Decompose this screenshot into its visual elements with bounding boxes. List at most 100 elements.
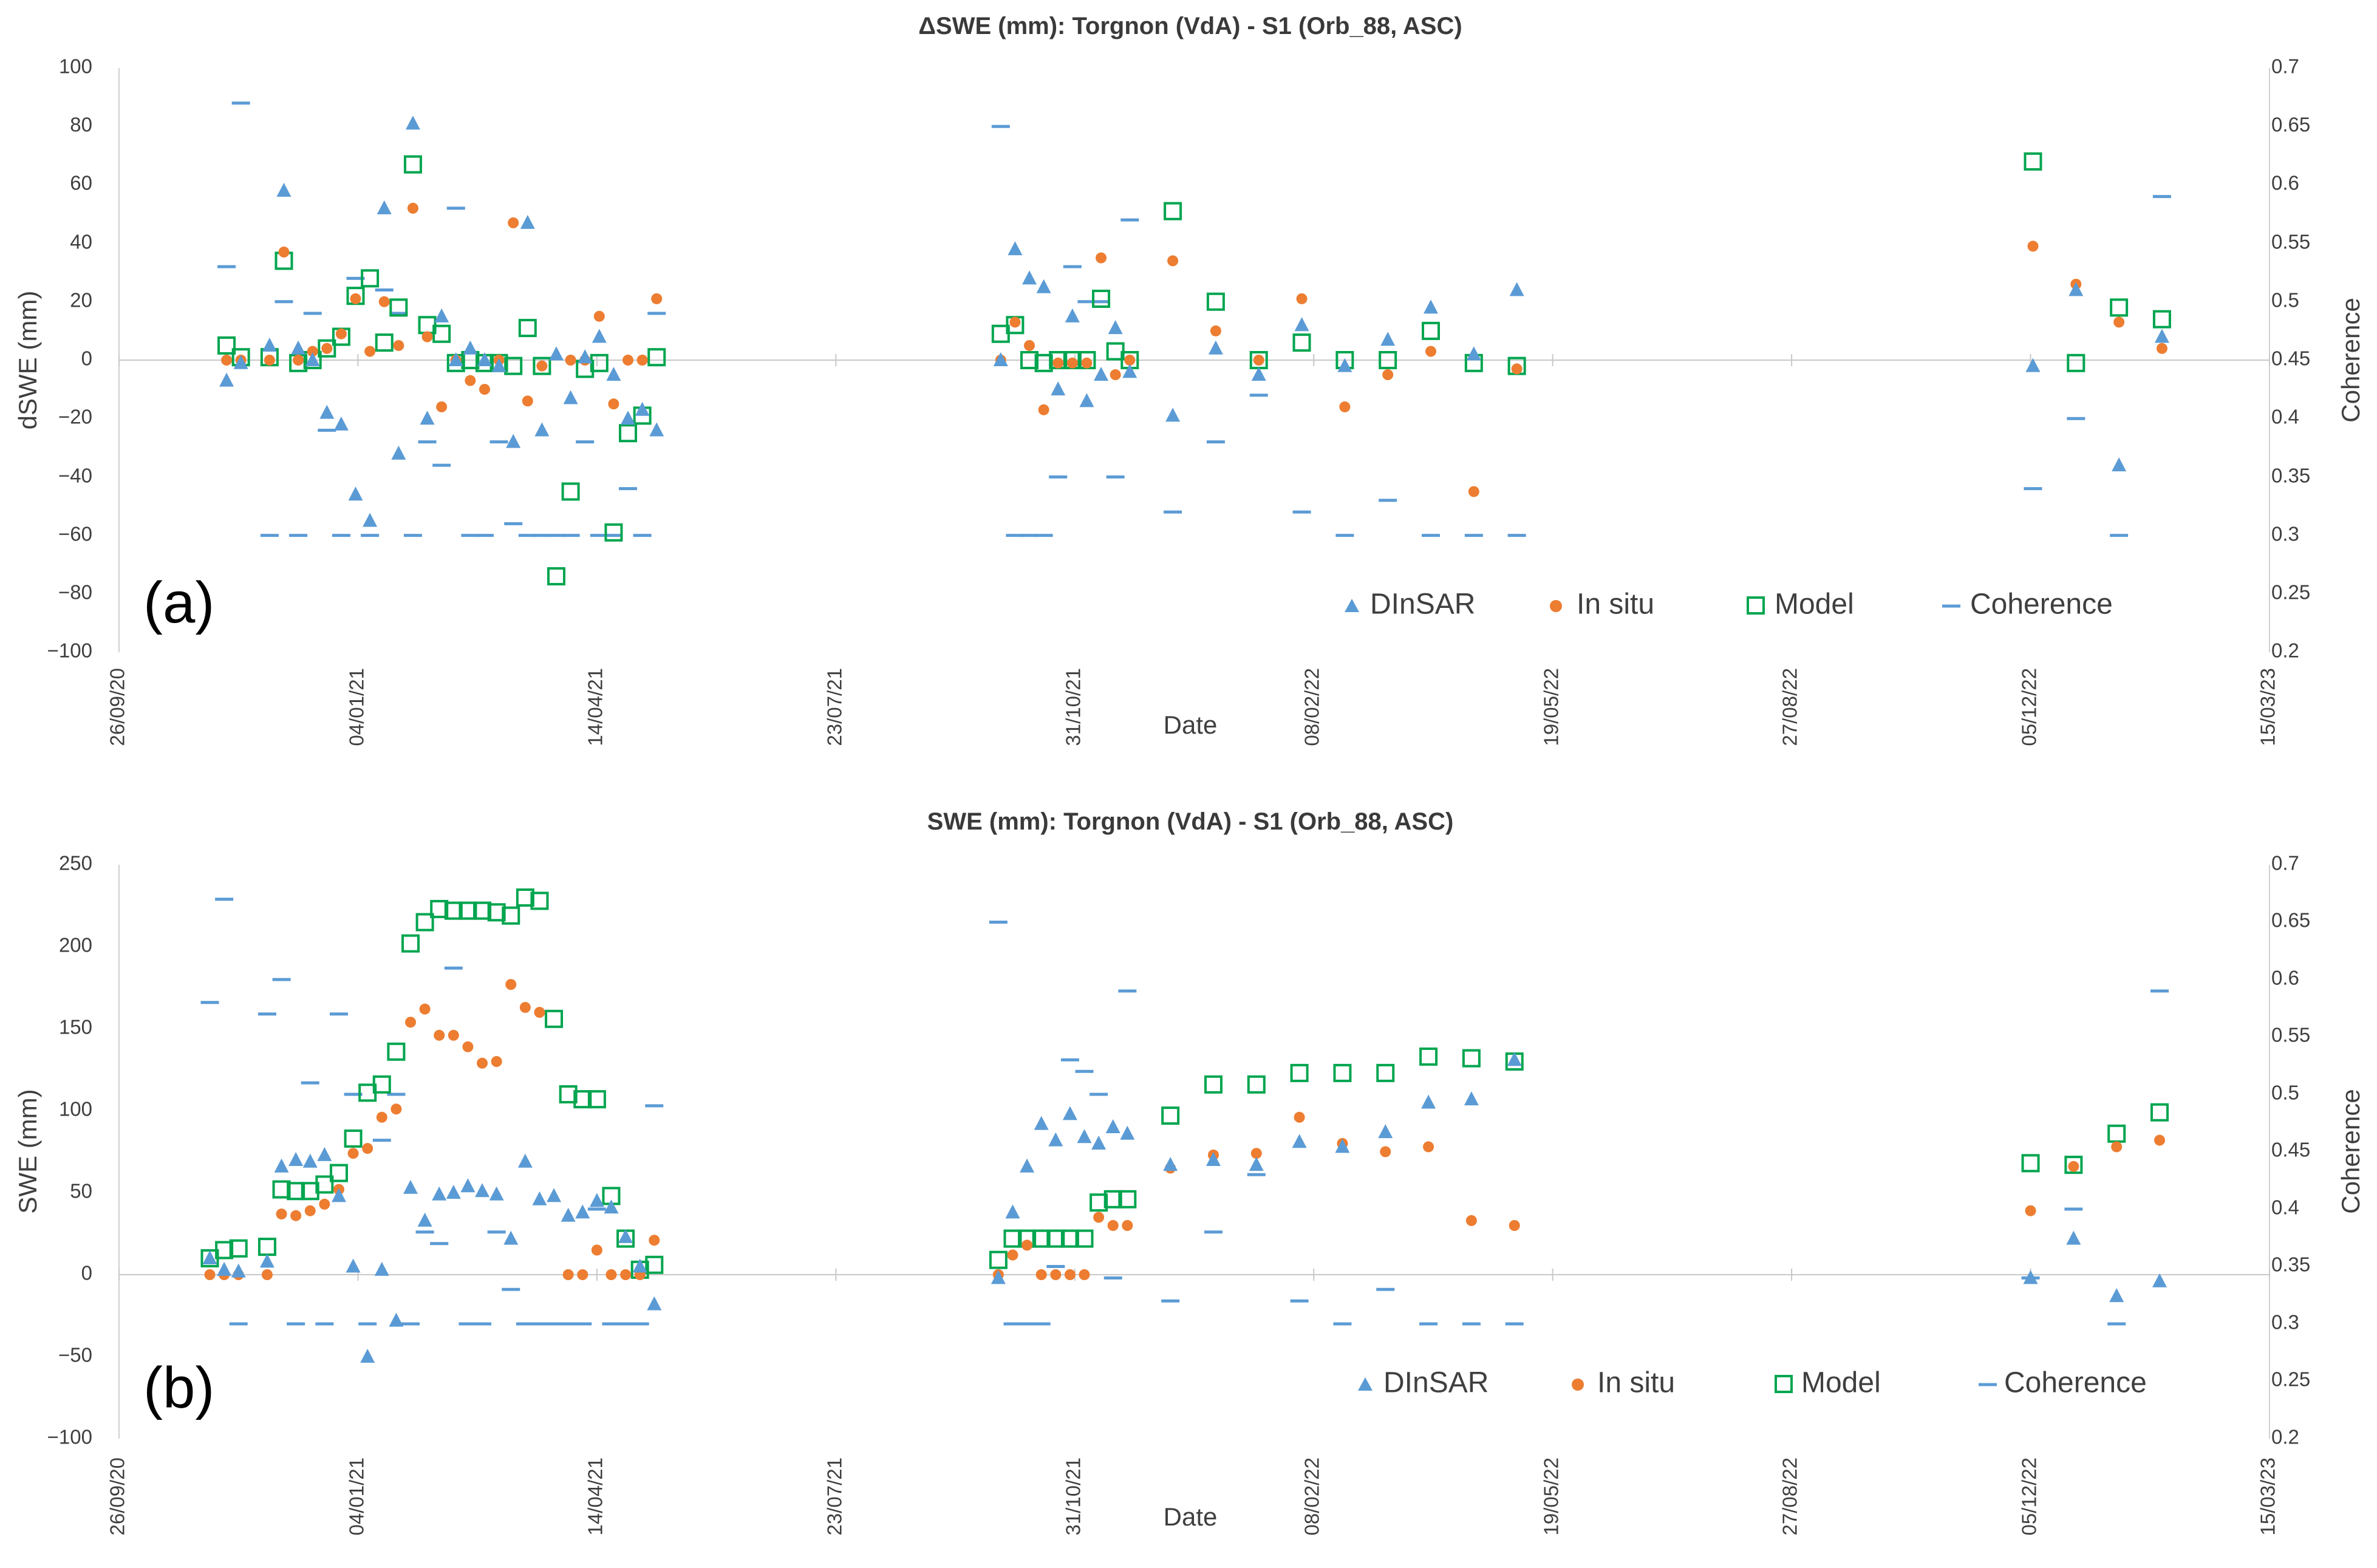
dinsar-point [1466, 346, 1481, 361]
dinsar-point [319, 404, 335, 419]
insitu-point [1339, 401, 1351, 412]
dinsar-point [446, 1185, 461, 1199]
dinsar-point [2109, 1288, 2124, 1303]
y2-tick: 0.5 [2271, 1082, 2299, 1104]
model-point [573, 1090, 592, 1109]
model-point [645, 1255, 664, 1274]
dinsar-point [1335, 1139, 1350, 1153]
dinsar-point [2152, 1273, 2167, 1287]
insitu-point [347, 1148, 359, 1159]
dinsar-point [489, 1186, 504, 1201]
insitu-point [1110, 369, 1121, 381]
dinsar-point [1062, 1106, 1077, 1120]
insitu-point [1066, 357, 1078, 369]
model-point [1379, 351, 1397, 369]
dinsar-point [377, 200, 392, 214]
dinsar-point [231, 1263, 246, 1278]
model-point [2150, 1103, 2169, 1122]
dinsar-point [363, 513, 378, 527]
insitu-point [491, 1056, 502, 1067]
x-tick: 08/02/22 [1301, 1457, 1323, 1535]
insitu-point [1380, 1146, 1391, 1157]
model-point [516, 888, 534, 907]
insitu-point [1465, 1215, 1477, 1226]
x-tick: 15/03/23 [2257, 668, 2279, 746]
y2-tick: 0.45 [2271, 1139, 2310, 1161]
model-point [1292, 333, 1311, 352]
y-tick: 60 [70, 172, 92, 194]
legend-item-dinsar: DInSAR [1358, 1367, 1489, 1399]
y-tick: −20 [58, 406, 92, 428]
dinsar-point [1251, 367, 1266, 381]
dinsar-point [1292, 1134, 1307, 1148]
model-point [432, 324, 451, 343]
chart-a-plot-area [118, 68, 2270, 652]
insitu-point [591, 1244, 602, 1256]
dinsar-point [1065, 308, 1080, 322]
insitu-point [608, 398, 619, 410]
insitu-point [651, 293, 663, 304]
insitu-point [276, 1208, 287, 1220]
y2-tick: 0.3 [2271, 1311, 2299, 1334]
dinsar-point [2023, 1270, 2038, 1284]
legend-label-model: Model [1775, 588, 1854, 621]
model-point [487, 903, 506, 922]
insitu-point [2027, 240, 2039, 252]
model-point [344, 1129, 363, 1148]
x-tick: 05/12/22 [2018, 668, 2041, 746]
chart-b-panel-label: (b) [143, 1355, 214, 1420]
dinsar-point [632, 1258, 647, 1273]
y2-tick: 0.35 [2271, 1253, 2310, 1276]
insitu-point [1107, 1220, 1119, 1231]
chart-a-y-ticks: 100 80 60 40 20 0 −20 −40 −60 −80 −100 [47, 55, 92, 662]
insitu-point [593, 310, 605, 322]
dinsar-point [2025, 358, 2041, 372]
dinsar-point [621, 411, 636, 425]
model-point [459, 901, 477, 920]
insitu-point [436, 401, 448, 412]
insitu-point [477, 1057, 488, 1069]
model-point [430, 899, 449, 918]
x-tick: 27/08/22 [1779, 668, 1801, 746]
dinsar-point [1005, 1204, 1020, 1219]
y2-tick: 0.5 [2271, 289, 2299, 312]
chart-a-x-label: Date [1164, 711, 1218, 739]
chart-b-title: SWE (mm): Torgnon (VdA) - S1 (Orb_88, AS… [927, 808, 1454, 835]
dinsar-point [2154, 329, 2169, 343]
insitu-point [434, 1029, 445, 1041]
model-point [301, 1182, 319, 1201]
insitu-point [1382, 369, 1394, 381]
insitu-point [522, 395, 533, 407]
insitu-point [1294, 1111, 1305, 1123]
legend-label-insitu: In situ [1577, 588, 1654, 621]
dinsar-point [317, 1147, 332, 1161]
model-point [1206, 292, 1225, 311]
insitu-point [407, 202, 418, 214]
chart-b-y2-ticks: 0.7 0.65 0.6 0.55 0.5 0.45 0.4 0.35 0.3 … [2271, 852, 2310, 1448]
model-point [1046, 1229, 1065, 1248]
x-tick: 19/05/22 [1540, 1457, 1563, 1535]
dinsar-point [432, 1186, 447, 1201]
dinsar-point [374, 1261, 389, 1276]
insitu-point [421, 331, 433, 343]
dinsar-point [1051, 381, 1066, 396]
insitu-point [261, 1269, 273, 1280]
chart-a-title: ΔSWE (mm): Torgnon (VdA) - S1 (Orb_88, A… [918, 13, 1462, 39]
y-tick: 0 [81, 347, 92, 370]
dinsar-point [1507, 1052, 1522, 1066]
model-point [1247, 1075, 1266, 1094]
insitu-point [577, 1269, 588, 1280]
insitu-point [221, 355, 233, 366]
dinsar-point [1163, 1157, 1178, 1171]
model-point [2021, 1154, 2040, 1173]
y-tick: 200 [59, 934, 92, 956]
insitu-point [536, 360, 548, 372]
legend-item-coherence: Coherence [1942, 588, 2113, 621]
y2-tick: 0.4 [2271, 1196, 2299, 1219]
dinsar-point [649, 422, 664, 437]
insitu-point [1009, 316, 1021, 328]
chart-a-legend: DInSAR In situ Model Coherence [1345, 588, 2113, 621]
insitu-point [1509, 1220, 1520, 1231]
model-point [518, 319, 537, 338]
insitu-point [534, 1007, 545, 1018]
